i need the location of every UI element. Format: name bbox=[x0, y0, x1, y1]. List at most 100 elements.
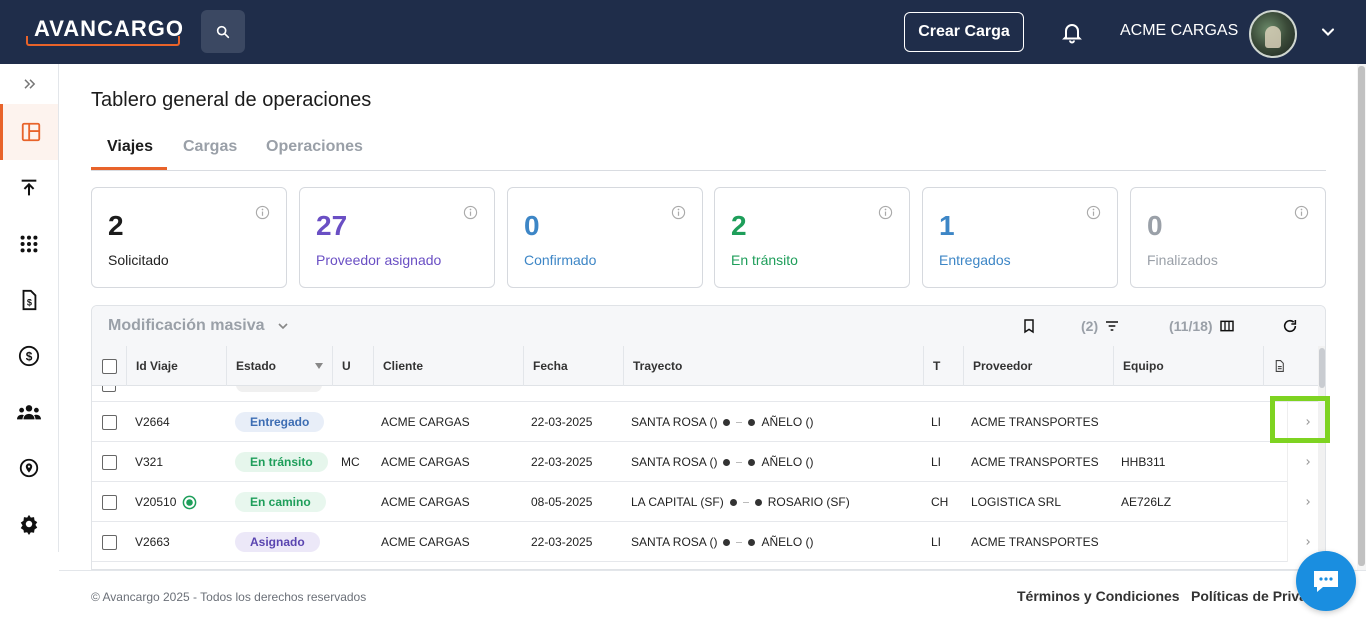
row-checkbox[interactable] bbox=[102, 494, 117, 510]
card-label: Solicitado bbox=[108, 252, 169, 268]
status-card-proveedor-asignado[interactable]: 27 Proveedor asignado bbox=[299, 187, 495, 288]
row-checkbox[interactable] bbox=[102, 454, 117, 470]
table-scroll-thumb[interactable] bbox=[1319, 348, 1325, 388]
page-scrollbar[interactable] bbox=[1357, 64, 1366, 570]
sidebar: $ $ bbox=[0, 64, 59, 552]
sidebar-item-users[interactable] bbox=[0, 384, 58, 440]
notifications-bell-icon[interactable] bbox=[1060, 20, 1084, 44]
table-scrollbar[interactable] bbox=[1318, 346, 1325, 569]
cell-trayecto: LA CAPITAL (SF) ROSARIO (SF) bbox=[631, 482, 850, 522]
header-trayecto[interactable]: Trayecto bbox=[623, 346, 923, 386]
sidebar-item-locations[interactable] bbox=[0, 440, 58, 496]
avatar[interactable] bbox=[1249, 10, 1297, 58]
info-icon[interactable] bbox=[1294, 205, 1309, 220]
card-value: 2 bbox=[731, 210, 747, 241]
status-badge: En camino bbox=[235, 492, 326, 512]
route-dot bbox=[748, 418, 756, 426]
row-checkbox[interactable] bbox=[102, 534, 117, 550]
filter-button[interactable]: (2) bbox=[1081, 318, 1120, 334]
page-scroll-thumb[interactable] bbox=[1358, 66, 1365, 566]
partial-row bbox=[92, 386, 1325, 402]
table-row[interactable]: V20510 En camino ACME CARGAS 08-05-2025 … bbox=[92, 482, 1325, 522]
status-card-solicitado[interactable]: 2 Solicitado bbox=[91, 187, 287, 288]
route-destination: ROSARIO (SF) bbox=[767, 495, 850, 509]
tab-cargas[interactable]: Cargas bbox=[183, 138, 238, 155]
trips-table-panel: Modificación masiva (2) (11/18) Id Viaje… bbox=[91, 305, 1326, 570]
verified-circle-icon bbox=[183, 495, 197, 509]
header-equipo[interactable]: Equipo bbox=[1113, 346, 1263, 386]
header-u[interactable]: U bbox=[332, 346, 373, 386]
select-all-checkbox[interactable] bbox=[101, 358, 117, 374]
status-badge: En tránsito bbox=[235, 452, 328, 472]
route-dot bbox=[748, 458, 756, 466]
sidebar-item-finance[interactable]: $ bbox=[0, 328, 58, 384]
header-id-viaje[interactable]: Id Viaje bbox=[126, 346, 226, 386]
terms-link[interactable]: Términos y Condiciones bbox=[1017, 588, 1180, 604]
info-icon[interactable] bbox=[463, 205, 478, 220]
tab-viajes[interactable]: Viajes bbox=[107, 138, 153, 155]
cell-fecha: 08-05-2025 bbox=[531, 495, 593, 509]
header-estado[interactable]: Estado bbox=[226, 346, 332, 386]
route-destination: AÑELO () bbox=[761, 415, 814, 429]
search-button[interactable] bbox=[201, 10, 245, 53]
status-card-entregados[interactable]: 1 Entregados bbox=[922, 187, 1118, 288]
bookmark-icon bbox=[1024, 319, 1034, 334]
status-card-confirmado[interactable]: 0 Confirmado bbox=[507, 187, 703, 288]
sidebar-item-apps[interactable] bbox=[0, 216, 58, 272]
cell-trayecto: SANTA ROSA () AÑELO () bbox=[631, 442, 813, 482]
top-header: AVANCARGO Crear Carga ACME CARGAS bbox=[0, 0, 1366, 64]
info-icon[interactable] bbox=[255, 205, 270, 220]
table-row[interactable]: V2664 Entregado ACME CARGAS 22-03-2025 S… bbox=[92, 402, 1325, 442]
chevron-down-icon[interactable] bbox=[1318, 22, 1338, 42]
info-icon[interactable] bbox=[1086, 205, 1101, 220]
refresh-button[interactable] bbox=[1282, 318, 1298, 334]
sidebar-item-upload[interactable] bbox=[0, 160, 58, 216]
mass-edit-label: Modificación masiva bbox=[108, 317, 265, 334]
avancargo-logo[interactable]: AVANCARGO bbox=[26, 14, 183, 46]
user-name[interactable]: ACME CARGAS bbox=[1120, 22, 1239, 39]
create-load-button[interactable]: Crear Carga bbox=[904, 12, 1024, 52]
cell-proveedor: ACME TRANSPORTES bbox=[971, 415, 1099, 429]
group-icon bbox=[17, 405, 41, 420]
cell-id: V2664 bbox=[135, 415, 170, 429]
tab-operaciones[interactable]: Operaciones bbox=[266, 138, 363, 155]
sidebar-item-invoices[interactable]: $ bbox=[0, 272, 58, 328]
filter-triangle-icon[interactable] bbox=[314, 361, 324, 371]
header-cliente[interactable]: Cliente bbox=[373, 346, 523, 386]
highlight-box bbox=[1270, 396, 1330, 443]
cell-proveedor: ACME TRANSPORTES bbox=[971, 455, 1099, 469]
card-label: En tránsito bbox=[731, 252, 798, 268]
status-card-en-transito[interactable]: 2 En tránsito bbox=[714, 187, 910, 288]
chevron-right-icon bbox=[1305, 419, 1310, 425]
chevron-right-icon bbox=[1305, 499, 1310, 505]
cell-t: CH bbox=[931, 495, 949, 509]
chat-button[interactable] bbox=[1296, 551, 1356, 611]
table-row[interactable]: V321 En tránsito MC ACME CARGAS 22-03-20… bbox=[92, 442, 1325, 482]
info-icon[interactable] bbox=[671, 205, 686, 220]
mass-edit-dropdown[interactable]: Modificación masiva bbox=[108, 317, 291, 335]
cell-proveedor: ACME TRANSPORTES bbox=[971, 535, 1099, 549]
route-origin: SANTA ROSA () bbox=[631, 455, 718, 469]
cell-trayecto: SANTA ROSA () AÑELO () bbox=[631, 522, 813, 562]
route-destination: AÑELO () bbox=[761, 535, 814, 549]
row-checkbox[interactable] bbox=[102, 414, 117, 430]
sidebar-item-settings[interactable] bbox=[0, 496, 58, 552]
info-icon[interactable] bbox=[878, 205, 893, 220]
sidebar-item-dashboard[interactable] bbox=[0, 104, 58, 160]
privacy-link[interactable]: Políticas de Priva bbox=[1191, 588, 1307, 604]
status-card-finalizados[interactable]: 0 Finalizados bbox=[1130, 187, 1326, 288]
header-document bbox=[1263, 346, 1298, 386]
expand-sidebar-icon[interactable] bbox=[20, 74, 40, 94]
header-fecha[interactable]: Fecha bbox=[523, 346, 623, 386]
active-tab-indicator bbox=[91, 167, 167, 170]
table-row[interactable]: V2663 Asignado ACME CARGAS 22-03-2025 SA… bbox=[92, 522, 1325, 562]
settings-icon bbox=[20, 514, 38, 535]
header-t[interactable]: T bbox=[923, 346, 963, 386]
card-value: 0 bbox=[1147, 210, 1163, 241]
header-proveedor[interactable]: Proveedor bbox=[963, 346, 1113, 386]
chevron-right-icon bbox=[1305, 539, 1310, 545]
cell-t: LI bbox=[931, 535, 942, 549]
bookmark-button[interactable] bbox=[1021, 318, 1037, 334]
columns-button[interactable]: (11/18) bbox=[1169, 318, 1235, 334]
route-dot bbox=[723, 538, 731, 546]
